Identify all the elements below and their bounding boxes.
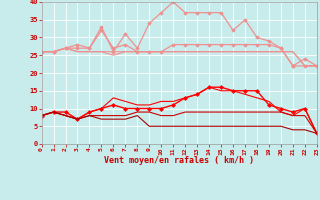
X-axis label: Vent moyen/en rafales ( km/h ): Vent moyen/en rafales ( km/h ): [104, 156, 254, 165]
